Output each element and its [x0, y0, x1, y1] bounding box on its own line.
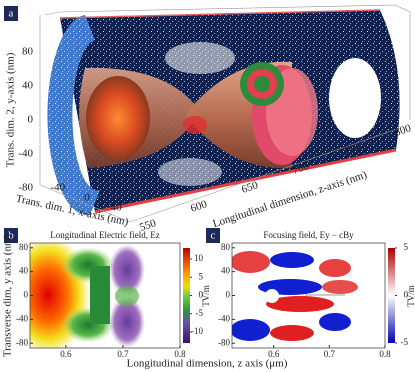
y-tick-label: -80: [218, 337, 230, 347]
y-tick-label: 40: [19, 266, 29, 276]
x-tick-label: 0.7: [117, 349, 129, 359]
y-tick-label: 80: [22, 46, 34, 58]
y-tick-label: 0: [226, 290, 231, 300]
y-tick-label: 0: [28, 114, 34, 126]
y-tick-label: 0: [24, 290, 29, 300]
panel-label-box: [4, 228, 18, 243]
y-tick-label: 80: [221, 242, 231, 252]
y-tick-label: -80: [16, 337, 28, 347]
colorbar-label: TV/m: [201, 285, 211, 307]
colorbar-tick-label: 0: [404, 290, 409, 300]
colorbar: [388, 248, 395, 343]
heatmap-c: [232, 243, 385, 348]
y-tick-label: 40: [221, 266, 231, 276]
x-tick-label: 0.6: [268, 349, 280, 359]
x-tick-label: 0.8: [174, 349, 186, 359]
y-tick-label: 40: [22, 80, 34, 92]
x-axis-label: Longitudinal dimension, z axis (μm): [127, 358, 288, 370]
z-tick-label: 650: [240, 179, 260, 196]
colorbar-tick-label: 0: [199, 290, 204, 300]
x-tick-label: 0.8: [379, 349, 391, 359]
chart-title: Longitudinal Electric field, Ez: [50, 230, 159, 240]
panel-label-box: [206, 228, 220, 243]
y-tick-label: 80: [19, 242, 29, 252]
render-3d: [39, 4, 411, 223]
z-tick-label: 700: [291, 160, 311, 177]
x-tick-label: -40: [50, 182, 65, 194]
panel-label: b: [8, 230, 14, 242]
z-tick-label: 800: [393, 122, 413, 139]
colorbar-label: TV/m: [406, 285, 415, 307]
z-tick-label: 550: [138, 217, 158, 234]
y-tick-label: -40: [18, 148, 33, 160]
colorbar-tick-label: -5: [401, 337, 409, 347]
colorbar: [183, 248, 190, 343]
x-tick-label: 0.6: [60, 349, 72, 359]
panel-label: c: [211, 230, 216, 242]
y-axis-label: Trans. dim. 2, y-axis (nm): [5, 52, 17, 167]
y-tick-label: -80: [18, 182, 33, 194]
x-tick-label: 0: [84, 192, 90, 204]
chart-title: Focusing field, Ey − cBy: [263, 230, 354, 240]
heatmap-b: [30, 243, 180, 348]
colorbar-tick-label: 10: [194, 253, 204, 263]
x-tick-label: 0.7: [324, 349, 336, 359]
y-axis-label: Transverse dim, y axis (nm): [2, 234, 14, 358]
panel-label: a: [9, 8, 14, 20]
z-tick-label: 750: [342, 141, 362, 158]
panel-label-box: [4, 6, 18, 21]
colorbar-tick-label: -5: [196, 308, 204, 318]
y-tick-label: -40: [16, 313, 28, 323]
colorbar-tick-label: 5: [404, 242, 409, 252]
z-tick-label: 600: [189, 198, 209, 215]
x-tick-label: 40: [111, 202, 123, 214]
colorbar-tick-label: -10: [191, 326, 203, 336]
colorbar-tick-label: 5: [199, 271, 204, 281]
y-tick-label: -40: [218, 313, 230, 323]
